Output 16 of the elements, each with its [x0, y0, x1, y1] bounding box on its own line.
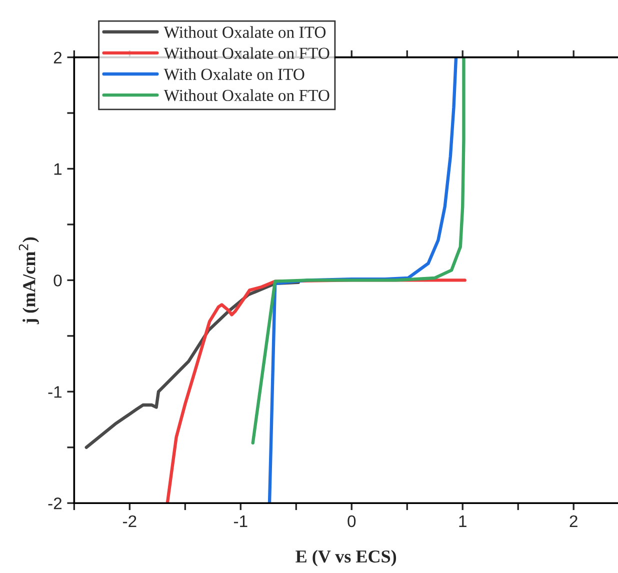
x-tick-label: 1 — [459, 516, 466, 527]
legend-label: Without Oxalate on FTO — [164, 47, 330, 60]
x-tick-label: 2 — [570, 515, 578, 527]
y-axis-title: j (mA/cm$^{2}$) — [18, 237, 39, 324]
y-tick-label: -2 — [48, 497, 62, 510]
x-tick-label: -1 — [234, 516, 248, 527]
x-tick-label: 0 — [348, 515, 356, 528]
legend-label: Without Oxalate on ITO — [164, 26, 326, 38]
legend-label: Without Oxalate on FTO — [164, 89, 330, 102]
x-axis-title: E (V vs ECS) — [296, 550, 396, 566]
y-tick-label: -1 — [48, 386, 62, 398]
y-tick-label: 0 — [54, 274, 62, 286]
legend-label: With Oxalate on ITO — [164, 68, 304, 80]
y-tick-label: 1 — [54, 163, 62, 175]
y-tick-label: 2 — [54, 52, 62, 64]
x-tick-label: -2 — [122, 515, 136, 527]
